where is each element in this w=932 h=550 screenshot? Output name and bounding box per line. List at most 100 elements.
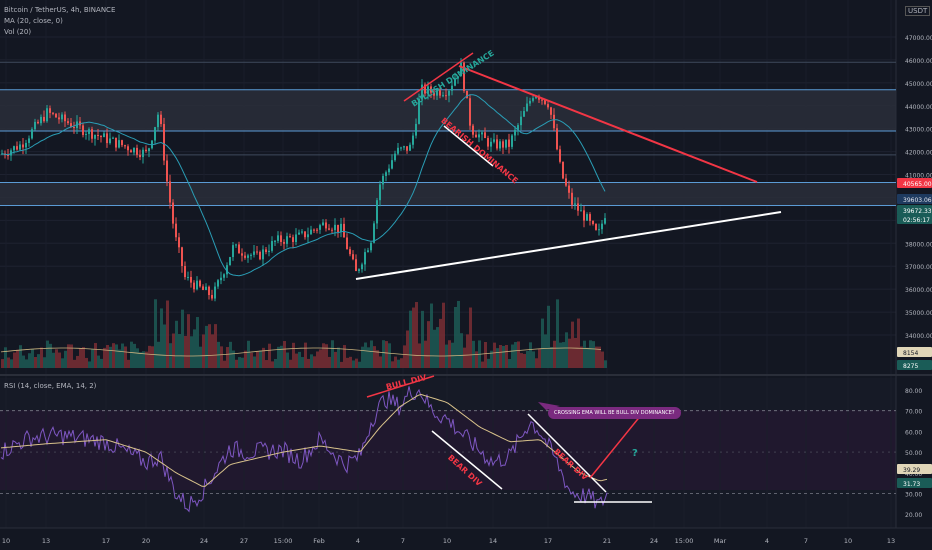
candle-body [409,144,411,151]
volume-bar [379,356,382,368]
time-axis-label: 10 [2,537,10,545]
candle-body [37,121,39,124]
candle-body [433,92,435,96]
candle-body [61,114,63,120]
volume-bar [592,341,595,368]
candle-body [40,116,42,124]
candle-body [133,147,135,153]
candle-body [292,237,294,243]
bullish-dominance-line [403,52,474,102]
candle-body [376,200,378,224]
volume-bar [214,324,217,368]
rsi-line [0,386,608,513]
candle-body [583,210,585,221]
resistance-price-tag: 40565.00 [903,181,932,188]
candle-body [247,255,249,258]
volume-bar [235,359,238,368]
candle-body [349,249,351,255]
volume-bar [160,308,163,368]
candle-body [238,244,240,254]
volume-bar [262,347,265,368]
ma-20-line [1,94,606,277]
volume-bar [523,353,526,368]
candle-body [478,134,480,138]
volume-bar [106,345,109,368]
rsi-ema-line [0,393,608,487]
volume-bar [466,334,469,368]
candle-body [463,62,465,91]
currency-badge[interactable]: USDT [905,6,931,16]
rsi-axis-label: 60.00 [905,429,922,436]
volume-bar [34,356,37,368]
volume-bar [232,350,235,368]
candle-body [199,280,201,287]
price-zone [0,182,896,206]
candle-body [97,134,99,137]
volume-bar [490,350,493,368]
volume-bar [265,360,268,368]
time-axis-label: 7 [401,537,405,545]
time-axis-label: 14 [489,537,497,545]
rsi-legend[interactable]: RSI (14, close, EMA, 14, 2) [4,382,97,390]
candle-body [283,241,285,244]
rsi-axis-label: 20.00 [905,512,922,519]
volume-bar [133,343,136,368]
volume-bar [427,321,430,368]
vol-legend[interactable]: Vol (20) [4,28,32,36]
candle-body [466,90,468,99]
candle-body [562,161,564,179]
rsi-ema-tag-bg [897,464,932,474]
volume-bar [154,299,157,368]
volume-bar [469,307,472,368]
volume-bar [442,302,445,368]
bubble-tail [538,402,560,410]
volume-bar [430,303,433,368]
volume-bar [508,359,511,368]
candle-body [589,214,591,221]
price-axis-label: 41000.00 [905,173,932,180]
rsi-axis-label: 50.00 [905,450,922,457]
candle-body [427,86,429,94]
candle-body [358,269,360,272]
last-price-tag: 39672.33 [903,208,932,215]
volume-bar [139,352,142,368]
volume-bar [526,350,529,368]
price-axis-label: 46000.00 [905,58,932,65]
candle-body [556,128,558,150]
candle-body [160,114,162,125]
ma-legend[interactable]: MA (20, close, 0) [4,17,63,25]
candle-body [70,123,72,127]
volume-bar [532,351,535,368]
candle-body [574,203,576,205]
time-axis-label: 21 [603,537,611,545]
drawn-trendlines[interactable] [355,52,782,503]
candle-body [418,98,420,124]
volume-bar [91,349,94,368]
candle-body [121,140,123,146]
candle-body [28,138,30,143]
volume-bar [109,346,112,368]
volume-bar [331,340,334,368]
volume-bar [364,342,367,368]
candle-body [10,150,12,156]
volume-bar [511,344,514,368]
volume-bar [376,350,379,368]
candle-body [295,234,297,243]
volume-bar [94,343,97,368]
rsi-projection-line [589,408,647,479]
volume-bar [412,307,415,368]
volume-bar [58,352,61,368]
candle-body [439,90,441,96]
volume-bar [247,340,250,368]
candle-body [49,108,51,113]
candle-body [442,95,444,97]
symbol-legend[interactable]: Bitcoin / TetherUS, 4h, BINANCE [4,6,116,14]
volume-bar [7,357,10,368]
volume-bar [589,340,592,368]
candle-body [529,100,531,104]
volume-bar [316,351,319,368]
volume-bar [268,343,271,368]
volume-bar [301,357,304,368]
volume-bar [100,358,103,368]
